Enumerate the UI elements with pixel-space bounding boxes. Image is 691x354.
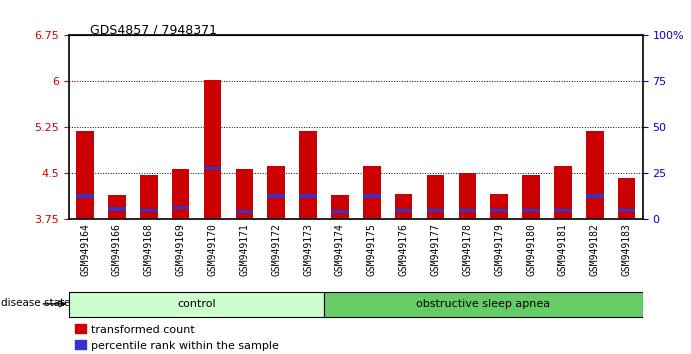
Text: GSM949171: GSM949171 <box>239 223 249 276</box>
Bar <box>522 209 540 212</box>
Bar <box>299 194 317 198</box>
Bar <box>395 194 413 219</box>
Bar <box>554 166 571 219</box>
Bar <box>522 175 540 219</box>
Legend: transformed count, percentile rank within the sample: transformed count, percentile rank withi… <box>75 324 279 350</box>
Bar <box>331 210 349 213</box>
Bar <box>108 195 126 219</box>
Text: GSM949170: GSM949170 <box>207 223 218 276</box>
Text: GDS4857 / 7948371: GDS4857 / 7948371 <box>90 23 217 36</box>
FancyBboxPatch shape <box>69 292 324 317</box>
Text: GSM949183: GSM949183 <box>622 223 632 276</box>
Bar <box>427 209 444 212</box>
Bar <box>618 178 636 219</box>
Bar <box>459 209 476 212</box>
Bar <box>267 194 285 198</box>
Bar <box>76 194 94 198</box>
Bar <box>554 209 571 212</box>
Bar <box>172 169 189 219</box>
Bar <box>267 166 285 219</box>
Bar <box>236 169 253 219</box>
Text: GSM949173: GSM949173 <box>303 223 313 276</box>
Bar <box>76 131 94 219</box>
Text: GSM949177: GSM949177 <box>430 223 441 276</box>
Bar <box>204 167 221 170</box>
Text: GSM949169: GSM949169 <box>176 223 186 276</box>
Bar <box>586 131 604 219</box>
Text: GSM949181: GSM949181 <box>558 223 568 276</box>
Text: GSM949178: GSM949178 <box>462 223 473 276</box>
Text: GSM949182: GSM949182 <box>590 223 600 276</box>
Bar <box>108 207 126 211</box>
Bar <box>299 131 317 219</box>
Text: disease state: disease state <box>1 298 71 308</box>
Bar <box>204 80 221 219</box>
Bar <box>491 209 508 212</box>
Bar <box>491 194 508 219</box>
Text: GSM949176: GSM949176 <box>399 223 408 276</box>
Bar <box>140 175 158 219</box>
Bar <box>331 195 349 219</box>
Bar <box>427 175 444 219</box>
Bar <box>459 173 476 219</box>
Text: GSM949174: GSM949174 <box>335 223 345 276</box>
Bar <box>586 194 604 198</box>
Bar <box>363 194 381 198</box>
Text: GSM949179: GSM949179 <box>494 223 504 276</box>
Text: GSM949168: GSM949168 <box>144 223 154 276</box>
Bar <box>363 166 381 219</box>
Text: GSM949180: GSM949180 <box>526 223 536 276</box>
Text: GSM949166: GSM949166 <box>112 223 122 276</box>
Text: GSM949172: GSM949172 <box>271 223 281 276</box>
Bar <box>395 209 413 212</box>
FancyBboxPatch shape <box>324 292 643 317</box>
Bar <box>236 210 253 213</box>
Text: GSM949164: GSM949164 <box>80 223 90 276</box>
Text: control: control <box>177 299 216 309</box>
Bar <box>618 209 636 212</box>
Text: GSM949175: GSM949175 <box>367 223 377 276</box>
Text: obstructive sleep apnea: obstructive sleep apnea <box>416 299 550 309</box>
Bar <box>172 206 189 209</box>
Bar <box>140 209 158 212</box>
